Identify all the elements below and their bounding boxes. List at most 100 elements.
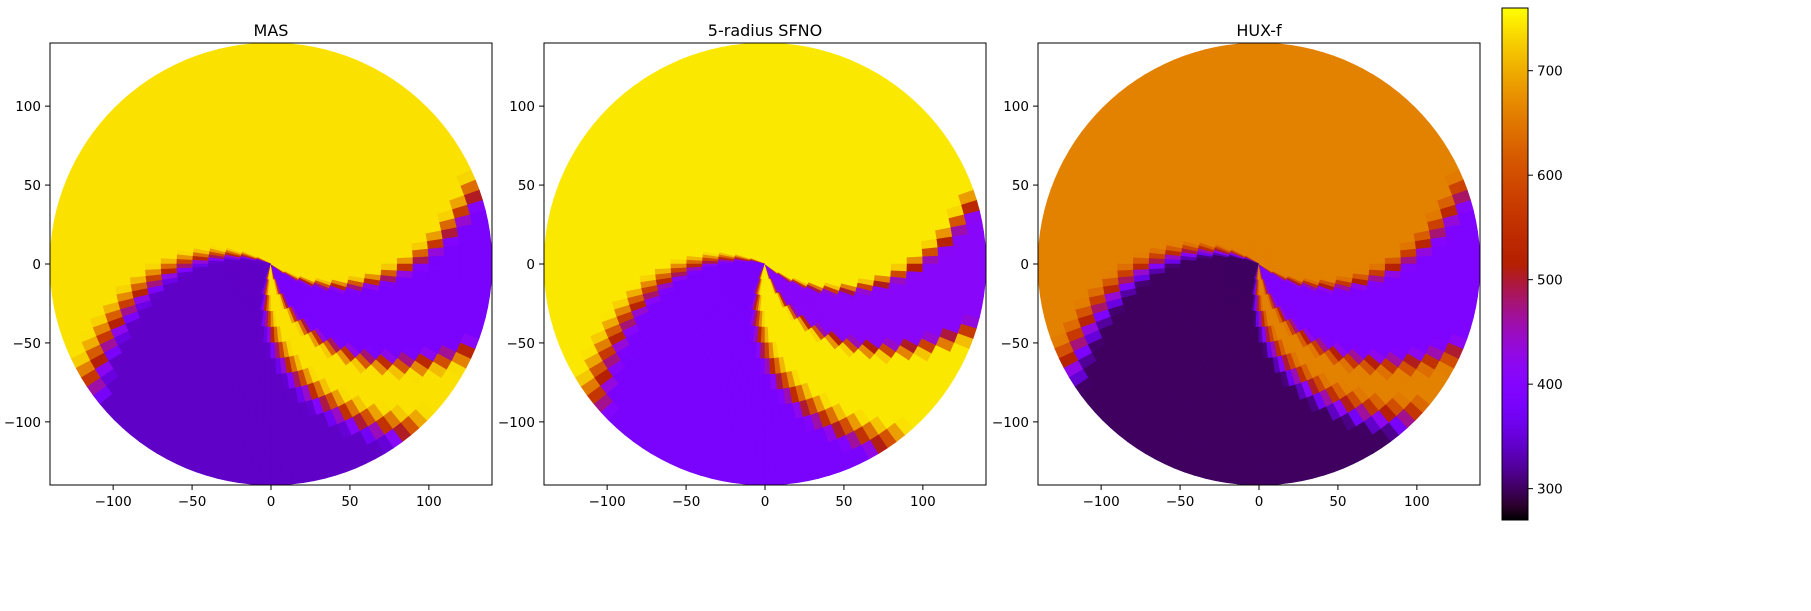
mesh-cell	[1238, 58, 1251, 76]
y-tick-label: −50	[13, 336, 42, 352]
mesh-cell	[144, 257, 161, 265]
mesh-cell	[333, 263, 351, 269]
mesh-cell	[764, 42, 777, 60]
mesh-cell	[1277, 59, 1290, 77]
mesh-cell	[734, 451, 747, 469]
mesh-cell	[175, 259, 193, 265]
mesh-cell	[953, 263, 971, 275]
mesh-cell	[262, 421, 272, 438]
mesh-cell	[270, 421, 280, 438]
mesh-cell	[238, 466, 252, 485]
mesh-cell	[1243, 405, 1253, 422]
mesh-cell	[278, 90, 289, 108]
mesh-cell	[764, 421, 774, 438]
mesh-cell	[764, 74, 775, 91]
mesh-cell	[427, 271, 445, 282]
mesh-cell	[270, 74, 281, 91]
mesh-cell	[444, 254, 461, 265]
mesh-cell	[1255, 310, 1260, 328]
mesh-cell	[606, 263, 624, 273]
mesh-cell	[756, 421, 766, 438]
mesh-cell	[764, 452, 776, 470]
mesh-cell	[753, 468, 766, 486]
mesh-cell	[1148, 258, 1165, 265]
mesh-cell	[685, 259, 703, 265]
mesh-cell	[1258, 168, 1264, 186]
mesh-cell	[113, 248, 130, 258]
mesh-cell	[1246, 373, 1254, 391]
mesh-cell	[474, 242, 493, 255]
mesh-cell	[1226, 466, 1240, 485]
mesh-cell	[743, 467, 756, 486]
mesh-cell	[1053, 263, 1071, 275]
mesh-cell	[459, 272, 477, 285]
mesh-cell	[760, 326, 766, 344]
mesh-cell	[459, 263, 477, 275]
mesh-cell	[1250, 405, 1260, 423]
mesh-cell	[396, 256, 414, 265]
polar-mesh	[1037, 42, 1481, 486]
mesh-cell	[128, 263, 146, 272]
mesh-cell	[669, 259, 687, 265]
subplot-title: MAS	[254, 21, 289, 40]
mesh-cell	[1264, 137, 1272, 155]
y-tick-label: 100	[15, 99, 41, 115]
mesh-cell	[773, 58, 786, 76]
mesh-cell	[953, 243, 971, 256]
mesh-cell	[128, 256, 146, 265]
mesh-cell	[744, 58, 757, 76]
mesh-cell	[280, 42, 293, 61]
x-tick-label: −100	[589, 494, 626, 510]
mesh-cell	[270, 168, 276, 186]
mesh-cell	[773, 74, 784, 92]
mesh-cell	[270, 153, 277, 170]
mesh-cell	[270, 184, 276, 202]
mesh-cell	[260, 452, 272, 470]
mesh-cell	[606, 255, 624, 265]
mesh-cell	[1053, 253, 1071, 265]
y-tick-label: −100	[4, 415, 41, 431]
mesh-cell	[938, 254, 955, 265]
mesh-cell	[591, 263, 608, 273]
mesh-cell	[890, 263, 908, 272]
mesh-cell	[1237, 467, 1250, 486]
mesh-cell	[922, 255, 939, 265]
mesh-cell	[1258, 405, 1268, 423]
mesh-cell	[50, 231, 69, 245]
mesh-cell	[1258, 153, 1265, 170]
mesh-cell	[1258, 74, 1269, 91]
mesh-cell	[591, 246, 609, 257]
mesh-cell	[773, 452, 786, 470]
mesh-cell	[263, 121, 272, 139]
mesh-cell	[365, 263, 382, 270]
mesh-cell	[256, 389, 266, 407]
mesh-cell	[1416, 255, 1433, 265]
x-tick-label: 0	[267, 494, 276, 510]
mesh-cell	[1241, 420, 1252, 438]
mesh-cell	[1100, 263, 1118, 273]
mesh-cell	[757, 389, 766, 407]
mesh-cell	[764, 90, 774, 107]
mesh-cell	[1258, 184, 1264, 202]
mesh-cell	[906, 255, 924, 265]
mesh-cell	[764, 153, 771, 170]
mesh-cell	[953, 253, 971, 265]
mesh-cell	[559, 253, 577, 265]
mesh-cell	[1195, 260, 1213, 265]
mesh-cell	[575, 245, 593, 256]
mesh-cell	[1069, 254, 1086, 265]
mesh-cell	[701, 260, 719, 265]
mesh-cell	[279, 58, 292, 76]
mesh-cell	[112, 255, 130, 265]
mesh-cell	[475, 252, 493, 265]
mesh-cell	[1253, 358, 1260, 375]
mesh-cell	[764, 389, 773, 407]
mesh-cell	[266, 342, 272, 360]
mesh-cell	[1237, 42, 1250, 61]
mesh-cell	[1250, 421, 1260, 438]
mesh-cell	[1254, 342, 1260, 360]
mesh-cell	[65, 243, 83, 256]
mesh-cell	[1251, 389, 1260, 407]
